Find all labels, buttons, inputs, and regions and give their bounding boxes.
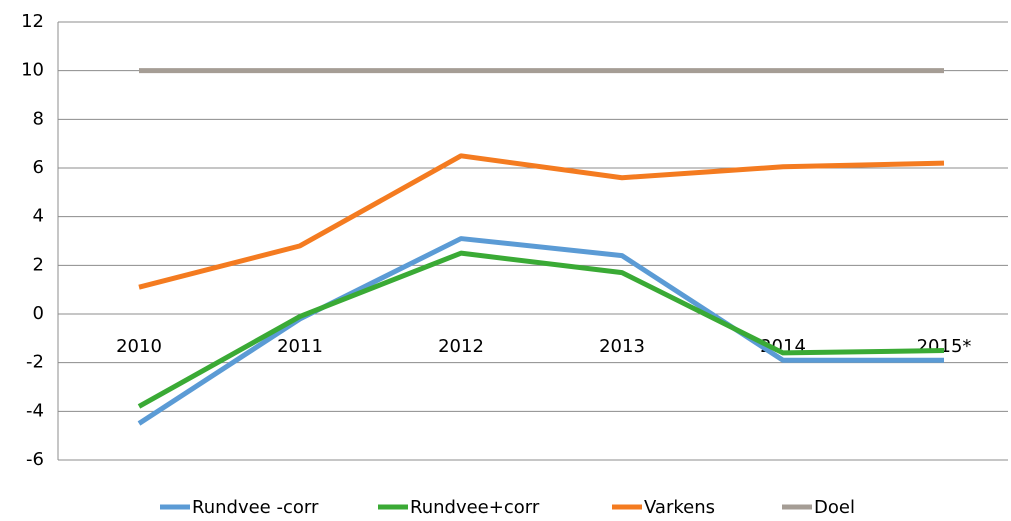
y-tick-label: -2 bbox=[26, 352, 44, 373]
x-tick-label: 2013 bbox=[599, 336, 645, 357]
y-tick-label: 2 bbox=[33, 254, 44, 275]
x-tick-label: 2010 bbox=[116, 336, 162, 357]
y-tick-label: -4 bbox=[26, 400, 44, 421]
y-tick-label: 12 bbox=[21, 11, 44, 32]
x-tick-label: 2012 bbox=[438, 336, 484, 357]
series-line bbox=[137, 250, 945, 409]
y-tick-label: 0 bbox=[33, 303, 44, 324]
series-line bbox=[137, 236, 944, 426]
y-tick-label: 4 bbox=[33, 206, 44, 227]
y-tick-label: -6 bbox=[26, 449, 44, 470]
legend-label: Rundvee -corr bbox=[192, 497, 319, 518]
x-tick-label: 2011 bbox=[277, 336, 323, 357]
legend-label: Doel bbox=[814, 497, 855, 518]
y-tick-label: 10 bbox=[21, 60, 44, 81]
y-tick-label: 8 bbox=[33, 108, 44, 129]
legend-label: Rundvee+corr bbox=[410, 497, 540, 518]
x-tick-label: 2015* bbox=[917, 336, 972, 357]
y-tick-label: 6 bbox=[33, 157, 44, 178]
legend-label: Varkens bbox=[644, 497, 715, 518]
series-line bbox=[138, 153, 945, 290]
